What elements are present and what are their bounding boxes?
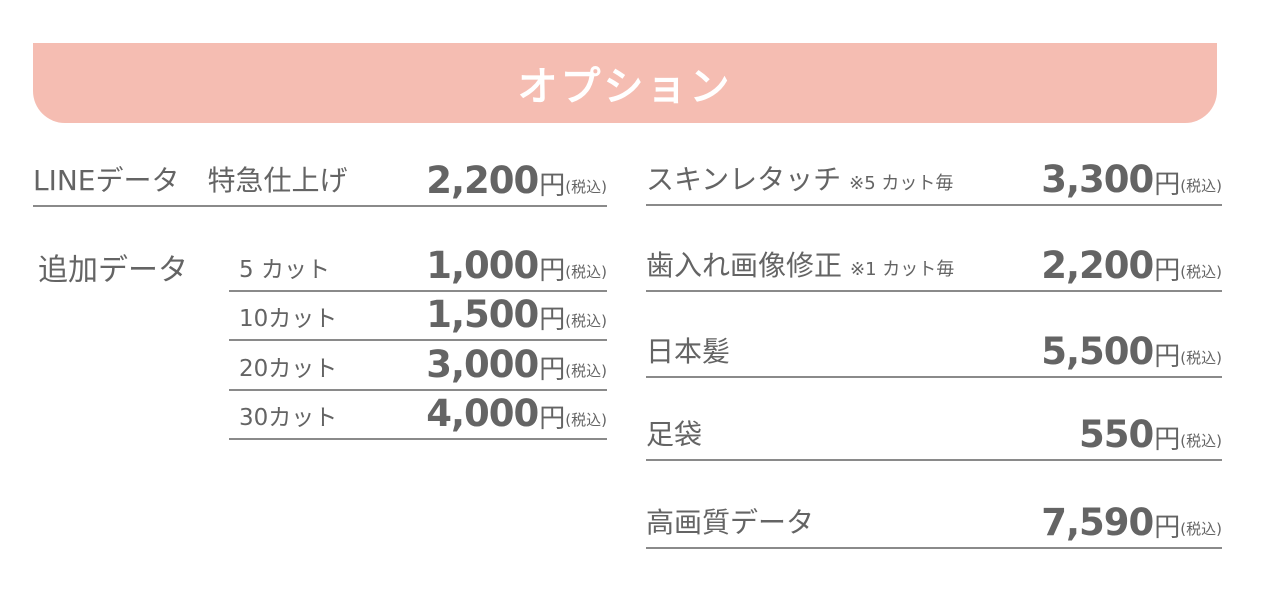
- price-value: 3,000: [426, 343, 539, 386]
- yen-unit: 円: [1154, 342, 1181, 372]
- option-price: 1,500 円 (税込): [426, 296, 607, 333]
- price-value: 4,000: [426, 392, 539, 435]
- tax-note: (税込): [1180, 520, 1222, 538]
- option-price: 550 円 (税込): [1079, 416, 1222, 453]
- options-header: オプション: [33, 43, 1217, 123]
- price-value: 2,200: [1041, 244, 1154, 287]
- tax-note: (税込): [565, 178, 607, 196]
- option-price: 5,500 円 (税込): [1041, 333, 1222, 370]
- yen-unit: 円: [539, 256, 566, 286]
- yen-unit: 円: [1154, 256, 1181, 286]
- tax-note: (税込): [1180, 432, 1222, 450]
- option-label: 10カット: [239, 306, 338, 332]
- tax-note: (税込): [565, 312, 607, 330]
- tax-note: (税込): [1180, 263, 1222, 281]
- price-value: 1,000: [426, 244, 539, 287]
- tax-note: (税込): [565, 362, 607, 380]
- tax-note: (税込): [1180, 177, 1222, 195]
- additional-data-label: 追加データ: [38, 253, 188, 288]
- option-note: ※5 カット毎: [849, 173, 954, 194]
- option-price: 3,000 円 (税込): [426, 346, 607, 383]
- price-value: 550: [1079, 413, 1154, 456]
- option-label: 日本髪: [646, 335, 731, 368]
- yen-unit: 円: [539, 171, 566, 201]
- option-row-nihongami: 日本髪 5,500 円 (税込): [646, 330, 1222, 378]
- price-value: 7,590: [1041, 501, 1154, 544]
- additional-row: 10カット 1,500 円 (税込): [229, 292, 607, 341]
- header-title: オプション: [517, 64, 733, 110]
- option-row-tabi: 足袋 550 円 (税込): [646, 413, 1222, 461]
- option-price: 1,000 円 (税込): [426, 247, 607, 284]
- additional-row: 20カット 3,000 円 (税込): [229, 341, 607, 391]
- option-price: 4,000 円 (税込): [426, 395, 607, 432]
- option-price: 2,200 円 (税込): [426, 162, 607, 199]
- additional-row: 5 カット 1,000 円 (税込): [229, 245, 607, 292]
- option-label: 20カット: [239, 356, 338, 382]
- option-label: 高画質データ: [646, 506, 815, 539]
- yen-unit: 円: [1154, 425, 1181, 455]
- option-row-hq-data: 高画質データ 7,590 円 (税込): [646, 501, 1222, 549]
- option-row-teeth-edit: 歯入れ画像修正 ※1 カット毎 2,200 円 (税込): [646, 244, 1222, 292]
- option-label: LINEデータ 特急仕上げ: [33, 164, 348, 197]
- option-label: 30カット: [239, 405, 338, 431]
- tax-note: (税込): [1180, 349, 1222, 367]
- tax-note: (税込): [565, 263, 607, 281]
- yen-unit: 円: [1154, 513, 1181, 543]
- yen-unit: 円: [539, 404, 566, 434]
- yen-unit: 円: [1154, 170, 1181, 200]
- option-price: 3,300 円 (税込): [1041, 161, 1222, 198]
- option-label: 5 カット: [239, 257, 330, 283]
- price-value: 5,500: [1041, 330, 1154, 373]
- additional-row: 30カット 4,000 円 (税込): [229, 391, 607, 440]
- price-value: 1,500: [426, 293, 539, 336]
- option-label: スキンレタッチ: [646, 163, 842, 196]
- price-value: 2,200: [426, 159, 539, 202]
- yen-unit: 円: [539, 305, 566, 335]
- option-row-line-data: LINEデータ 特急仕上げ 2,200 円 (税込): [33, 160, 607, 207]
- option-note: ※1 カット毎: [850, 259, 955, 280]
- option-label: 足袋: [646, 418, 703, 451]
- option-label: 歯入れ画像修正: [646, 249, 843, 282]
- option-price: 2,200 円 (税込): [1041, 247, 1222, 284]
- tax-note: (税込): [565, 411, 607, 429]
- option-price: 7,590 円 (税込): [1041, 504, 1222, 541]
- option-row-skin-retouch: スキンレタッチ ※5 カット毎 3,300 円 (税込): [646, 158, 1222, 206]
- price-value: 3,300: [1041, 158, 1154, 201]
- yen-unit: 円: [539, 355, 566, 385]
